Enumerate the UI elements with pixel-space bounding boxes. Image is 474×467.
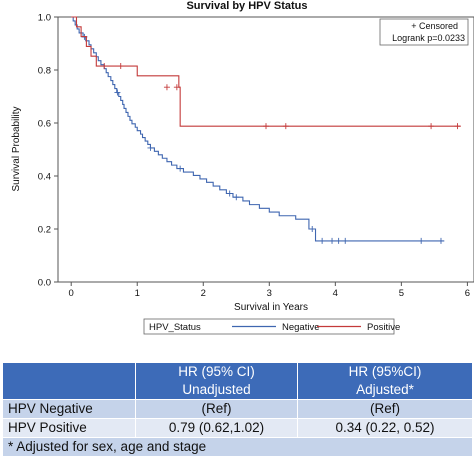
x-tick-label: 1 xyxy=(135,288,140,299)
row-label-negative: HPV Negative xyxy=(2,399,136,419)
inset-legend: + Censored Logrank p=0.0233 xyxy=(379,18,469,46)
censor-mark-positive xyxy=(173,84,180,91)
censor-mark-negative xyxy=(335,237,342,244)
x-tick-label: 2 xyxy=(201,288,206,299)
x-tick-label: 3 xyxy=(267,288,272,299)
series-legend: HPV_Status Negative Positive xyxy=(143,318,400,335)
plot-frame xyxy=(57,16,474,283)
censor-mark-positive xyxy=(454,123,461,130)
series-line-negative xyxy=(71,16,445,242)
censor-mark-negative xyxy=(147,144,154,151)
censored-legend-label: + Censored xyxy=(411,21,458,31)
table-header-adjusted: HR (95%CI) Adjusted* xyxy=(297,362,473,400)
series-line-positive xyxy=(71,16,461,127)
table-footnote-row: * Adjusted for sex, age and stage xyxy=(2,437,473,457)
table-header-row: HR (95% CI) Unadjusted HR (95%CI) Adjust… xyxy=(2,362,473,400)
inset-legend-box xyxy=(379,18,469,46)
positive-adjusted-value: 0.34 (0.22, 0.52) xyxy=(297,418,473,438)
y-ticks: 0.0 0.2 0.4 0.6 0.8 1.0 xyxy=(38,13,58,289)
censor-mark-negative xyxy=(329,237,336,244)
censor-mark-positive xyxy=(163,84,170,91)
table-header-unadjusted: HR (95% CI) Unadjusted xyxy=(135,362,298,400)
legend-label-positive: Positive xyxy=(367,322,400,333)
plot-area xyxy=(71,16,461,244)
header-adjusted-line2: Adjusted* xyxy=(356,382,414,397)
censor-mark-negative xyxy=(319,237,326,244)
y-tick-label: 0.0 xyxy=(38,278,51,289)
censor-mark-negative xyxy=(226,190,233,197)
x-tick-label: 4 xyxy=(333,288,338,299)
logrank-label: Logrank p=0.0233 xyxy=(392,33,465,43)
x-ticks: 0 1 2 3 4 5 6 xyxy=(69,282,470,299)
x-axis-label: Survival in Years xyxy=(234,302,308,313)
positive-unadjusted-value: 0.79 (0.62,1.02) xyxy=(135,418,298,438)
censor-mark-positive xyxy=(101,63,108,70)
censor-mark-negative xyxy=(309,226,316,232)
legend-label-negative: Negative xyxy=(282,322,320,333)
censor-mark-negative xyxy=(342,237,349,244)
hazard-ratio-table: HR (95% CI) Unadjusted HR (95%CI) Adjust… xyxy=(2,362,473,457)
header-adjusted-line1: HR (95%CI) xyxy=(348,364,422,379)
censor-mark-negative xyxy=(177,165,184,172)
x-tick-label: 0 xyxy=(69,288,74,299)
table-header-empty xyxy=(2,362,136,400)
table-row: HPV Negative (Ref) (Ref) xyxy=(2,399,473,419)
censor-mark-positive xyxy=(282,123,289,130)
y-tick-label: 0.2 xyxy=(38,225,51,236)
table-footnote: * Adjusted for sex, age and stage xyxy=(2,437,473,457)
censor-mark-negative xyxy=(418,237,425,244)
censor-mark-positive xyxy=(428,123,435,130)
survival-chart: Survival by HPV Status 0 1 2 3 4 5 6 0.0 0.2 0.4… xyxy=(11,0,474,335)
censor-mark-negative xyxy=(437,237,444,244)
x-tick-label: 6 xyxy=(465,288,470,299)
header-unadjusted-line1: HR (95% CI) xyxy=(178,364,255,379)
row-label-positive: HPV Positive xyxy=(2,418,136,438)
y-tick-label: 1.0 xyxy=(38,13,51,24)
censor-mark-negative xyxy=(233,194,240,201)
y-tick-label: 0.8 xyxy=(38,66,51,77)
y-tick-label: 0.4 xyxy=(38,172,51,183)
header-unadjusted-line2: Unadjusted xyxy=(182,382,251,397)
table-row: HPV Positive 0.79 (0.62,1.02) 0.34 (0.22… xyxy=(2,418,473,438)
censor-mark-positive xyxy=(117,63,124,70)
x-tick-label: 5 xyxy=(399,288,404,299)
y-axis-label: Survival Probability xyxy=(11,106,22,191)
censor-mark-negative xyxy=(114,89,121,96)
negative-adjusted-value: (Ref) xyxy=(297,399,473,419)
legend-title: HPV_Status xyxy=(149,322,201,333)
negative-unadjusted-value: (Ref) xyxy=(135,399,298,419)
chart-title: Survival by HPV Status xyxy=(186,0,307,12)
censor-mark-positive xyxy=(263,123,269,130)
y-tick-label: 0.6 xyxy=(38,119,51,130)
